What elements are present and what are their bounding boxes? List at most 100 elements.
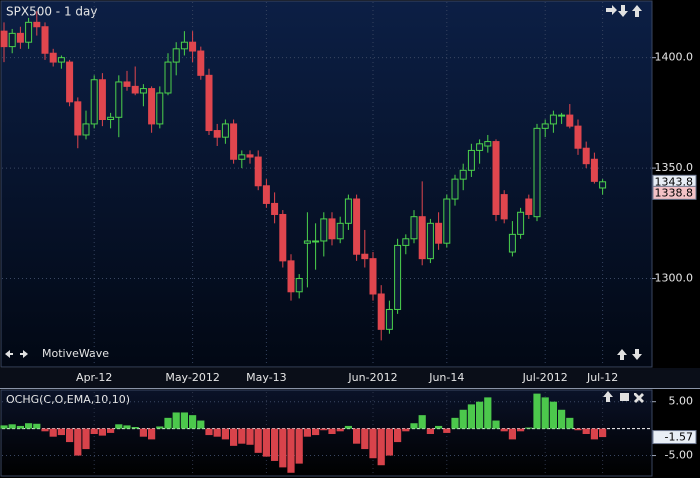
- bar: [131, 427, 139, 429]
- candle-body: [590, 158, 598, 182]
- bar: [320, 428, 328, 431]
- bar: [328, 428, 336, 434]
- bar: [0, 425, 8, 429]
- candle-body: [164, 61, 172, 94]
- bar: [148, 428, 156, 440]
- candle-body: [148, 88, 156, 125]
- candle-body: [361, 253, 369, 260]
- candle-body: [205, 74, 213, 132]
- candle-body: [303, 240, 311, 244]
- bar: [410, 423, 418, 429]
- candle-body: [41, 26, 49, 54]
- shrink-icon[interactable]: [5, 350, 13, 358]
- candle-body: [156, 92, 164, 125]
- bar: [353, 428, 361, 444]
- bar: [90, 428, 98, 434]
- bar: [123, 425, 131, 429]
- candle-body: [517, 211, 525, 235]
- candle-body: [599, 181, 607, 189]
- candle-body: [246, 154, 254, 158]
- candle-body: [377, 293, 385, 330]
- x-tick-label: Apr-12: [76, 371, 112, 384]
- ind-max-icon[interactable]: [620, 393, 629, 401]
- panel-down-icon[interactable]: [632, 349, 642, 360]
- y-tick-label: 1400.0: [655, 51, 694, 64]
- scroll-right-icon[interactable]: [606, 5, 617, 15]
- candle-body: [492, 141, 500, 215]
- bar: [508, 428, 516, 440]
- candle-body: [213, 130, 221, 138]
- x-tick-label: Jul-12: [586, 371, 618, 384]
- bar: [139, 428, 147, 437]
- candle-body: [418, 216, 426, 260]
- bar: [246, 428, 254, 445]
- bar: [377, 428, 385, 466]
- bar: [205, 428, 213, 436]
- bar: [41, 428, 49, 432]
- candle-body: [74, 101, 82, 136]
- bar: [443, 428, 451, 433]
- bar: [549, 401, 557, 429]
- bar: [582, 428, 590, 434]
- bar: [402, 428, 410, 432]
- y-tick-label: 5.00: [669, 395, 694, 408]
- x-tick-label: Jun-14: [428, 371, 464, 384]
- scroll-down-icon[interactable]: [618, 5, 628, 17]
- nav-icons[interactable]: [5, 5, 644, 403]
- price-panel: [0, 0, 653, 368]
- ind-close-icon[interactable]: [634, 393, 644, 403]
- expand-icon[interactable]: [20, 350, 28, 358]
- candle-body: [443, 198, 451, 244]
- candle-body: [582, 147, 590, 165]
- bar: [49, 428, 57, 437]
- candle-body: [549, 114, 557, 125]
- bar: [180, 412, 188, 429]
- x-tick-label: Jul-2012: [522, 371, 568, 384]
- candle-body: [484, 141, 492, 147]
- bar: [492, 420, 500, 429]
- candle-body: [189, 41, 197, 52]
- price-marker-label: 1343.8: [655, 175, 694, 188]
- candle-body: [525, 198, 533, 215]
- candle-body: [566, 114, 574, 127]
- candle-body: [295, 278, 303, 293]
- bar: [230, 428, 238, 446]
- price-marker: [652, 430, 697, 445]
- bar: [476, 401, 484, 429]
- chart-title: SPX500 - 1 day: [6, 5, 97, 19]
- candle-body: [8, 32, 16, 48]
- candle-body: [435, 222, 443, 244]
- x-tick-label: May-13: [246, 371, 287, 384]
- price-marker-label: -1.57: [665, 431, 693, 444]
- x-tick-label: May-2012: [165, 371, 220, 384]
- candle-body: [476, 143, 484, 151]
- brand: MotiveWave: [42, 347, 109, 360]
- candle-body: [230, 123, 238, 160]
- candle-body: [320, 218, 328, 242]
- y-tick-label: -5.00: [665, 449, 693, 462]
- panel-up-icon[interactable]: [617, 349, 627, 360]
- candle-body: [344, 198, 352, 224]
- bar: [262, 428, 270, 457]
- candle-body: [180, 41, 188, 50]
- bar: [385, 428, 393, 456]
- bar: [599, 428, 607, 438]
- candle-body: [115, 81, 123, 118]
- bar: [590, 428, 598, 440]
- bar: [459, 409, 467, 429]
- candle-body: [410, 216, 418, 240]
- bar: [517, 428, 525, 432]
- candle-body: [90, 79, 98, 125]
- candle-body: [287, 260, 295, 293]
- scroll-up-icon[interactable]: [632, 5, 642, 17]
- candle-body: [426, 222, 434, 260]
- bar: [418, 415, 426, 429]
- ind-up-icon[interactable]: [603, 391, 613, 402]
- y-tick-label: 1300.0: [655, 272, 694, 285]
- candle-body: [558, 114, 566, 117]
- candle-body: [139, 88, 147, 94]
- candle-body: [402, 238, 410, 246]
- candle-body: [279, 213, 287, 262]
- candle-body: [574, 125, 582, 149]
